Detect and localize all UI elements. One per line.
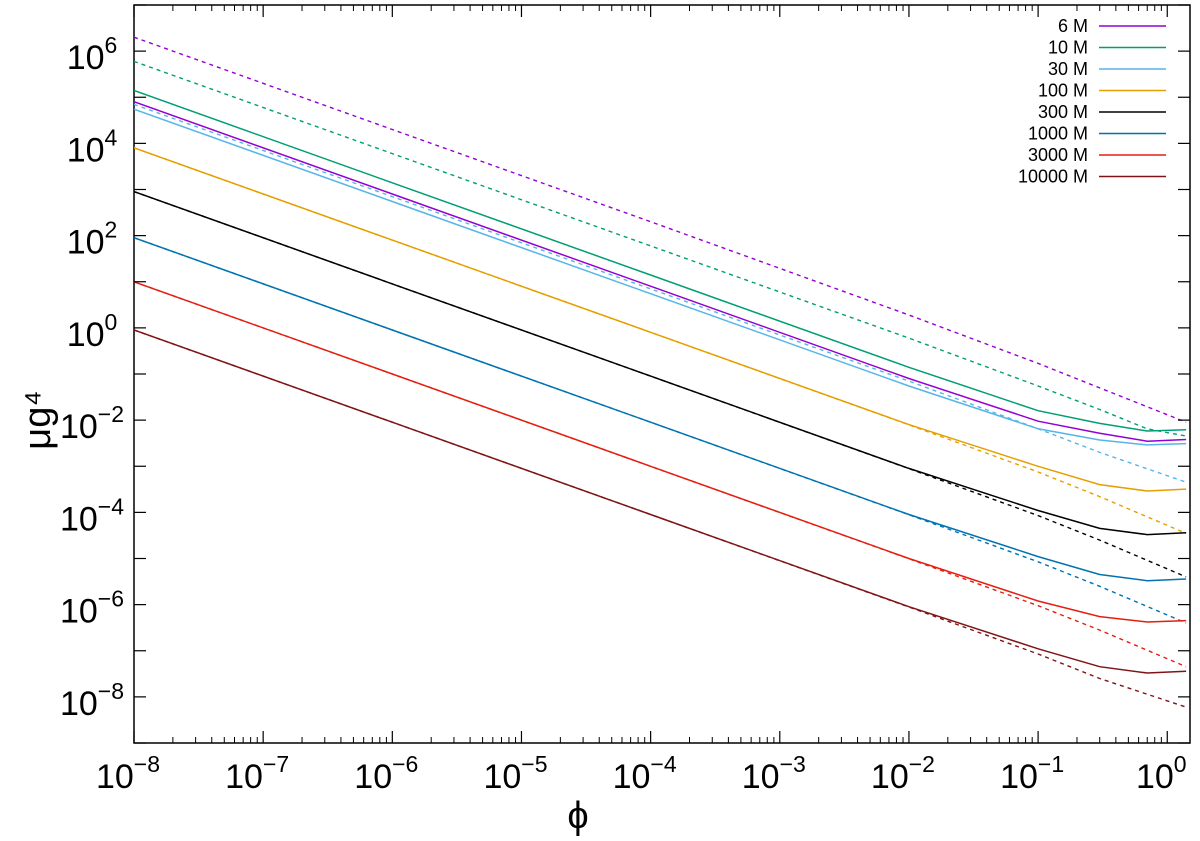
legend-label-1000m: 1000 M (1028, 124, 1088, 144)
series-6m-solid-line (134, 100, 1187, 442)
x-tick-label: 10−7 (225, 751, 289, 796)
series-30m-solid-line (134, 108, 1187, 446)
series-30m-dashed-line (134, 103, 1187, 483)
x-tick-label: 10−5 (483, 751, 547, 796)
y-tick-label: 104 (67, 124, 118, 169)
legend-label-6m: 6 M (1058, 16, 1088, 36)
legend-label-30m: 30 M (1048, 59, 1088, 79)
legend-label-10000m: 10000 M (1018, 167, 1088, 187)
axis-ticks: 10−8 10−7 10−6 10−5 10−4 10−3 10−2 10−1 100 10−8 1… (60, 4, 1190, 796)
series-10m-solid-line (134, 89, 1187, 432)
x-tick-label: 10−3 (742, 751, 806, 796)
x-tick-label: 10−1 (1000, 751, 1064, 796)
legend-label-10m: 10 M (1048, 38, 1088, 58)
series-10m-dashed-line (134, 60, 1187, 437)
y-tick-label: 10−4 (60, 493, 124, 538)
series-1000m-solid-line (134, 236, 1187, 582)
y-tick-label: 102 (67, 217, 118, 262)
y-axis-title: μg⁴ (17, 390, 59, 449)
series-100m-dashed-line (134, 147, 1187, 535)
curves (134, 36, 1187, 708)
x-tick-label: 10−8 (96, 751, 160, 796)
x-tick-label: 100 (1136, 751, 1187, 796)
series-100m-solid-line (134, 147, 1187, 492)
series-300m-solid-line (134, 190, 1187, 536)
series-10000m-solid-line (134, 329, 1187, 674)
x-axis-title: ϕ (567, 795, 588, 836)
plot-frame (133, 4, 1191, 744)
y-tick-label: 10−8 (60, 678, 124, 723)
legend-label-100m: 100 M (1038, 81, 1088, 101)
x-tick-label: 10−2 (871, 751, 935, 796)
legend-label-300m: 300 M (1038, 102, 1088, 122)
x-tick-label: 10−4 (613, 751, 677, 796)
series-3000m-dashed-line (134, 281, 1187, 668)
series-1000m-dashed-line (134, 237, 1187, 624)
series-6m-dashed-line (134, 36, 1187, 423)
y-tick-label: 10−6 (60, 586, 124, 631)
y-tick-label: 100 (67, 309, 118, 354)
y-tick-label: 106 (67, 32, 118, 77)
legend-label-3000m: 3000 M (1028, 145, 1088, 165)
series-300m-dashed-line (134, 190, 1187, 578)
x-tick-label: 10−6 (354, 751, 418, 796)
series-3000m-solid-line (134, 281, 1187, 623)
y-tick-label: 10−2 (60, 401, 124, 446)
